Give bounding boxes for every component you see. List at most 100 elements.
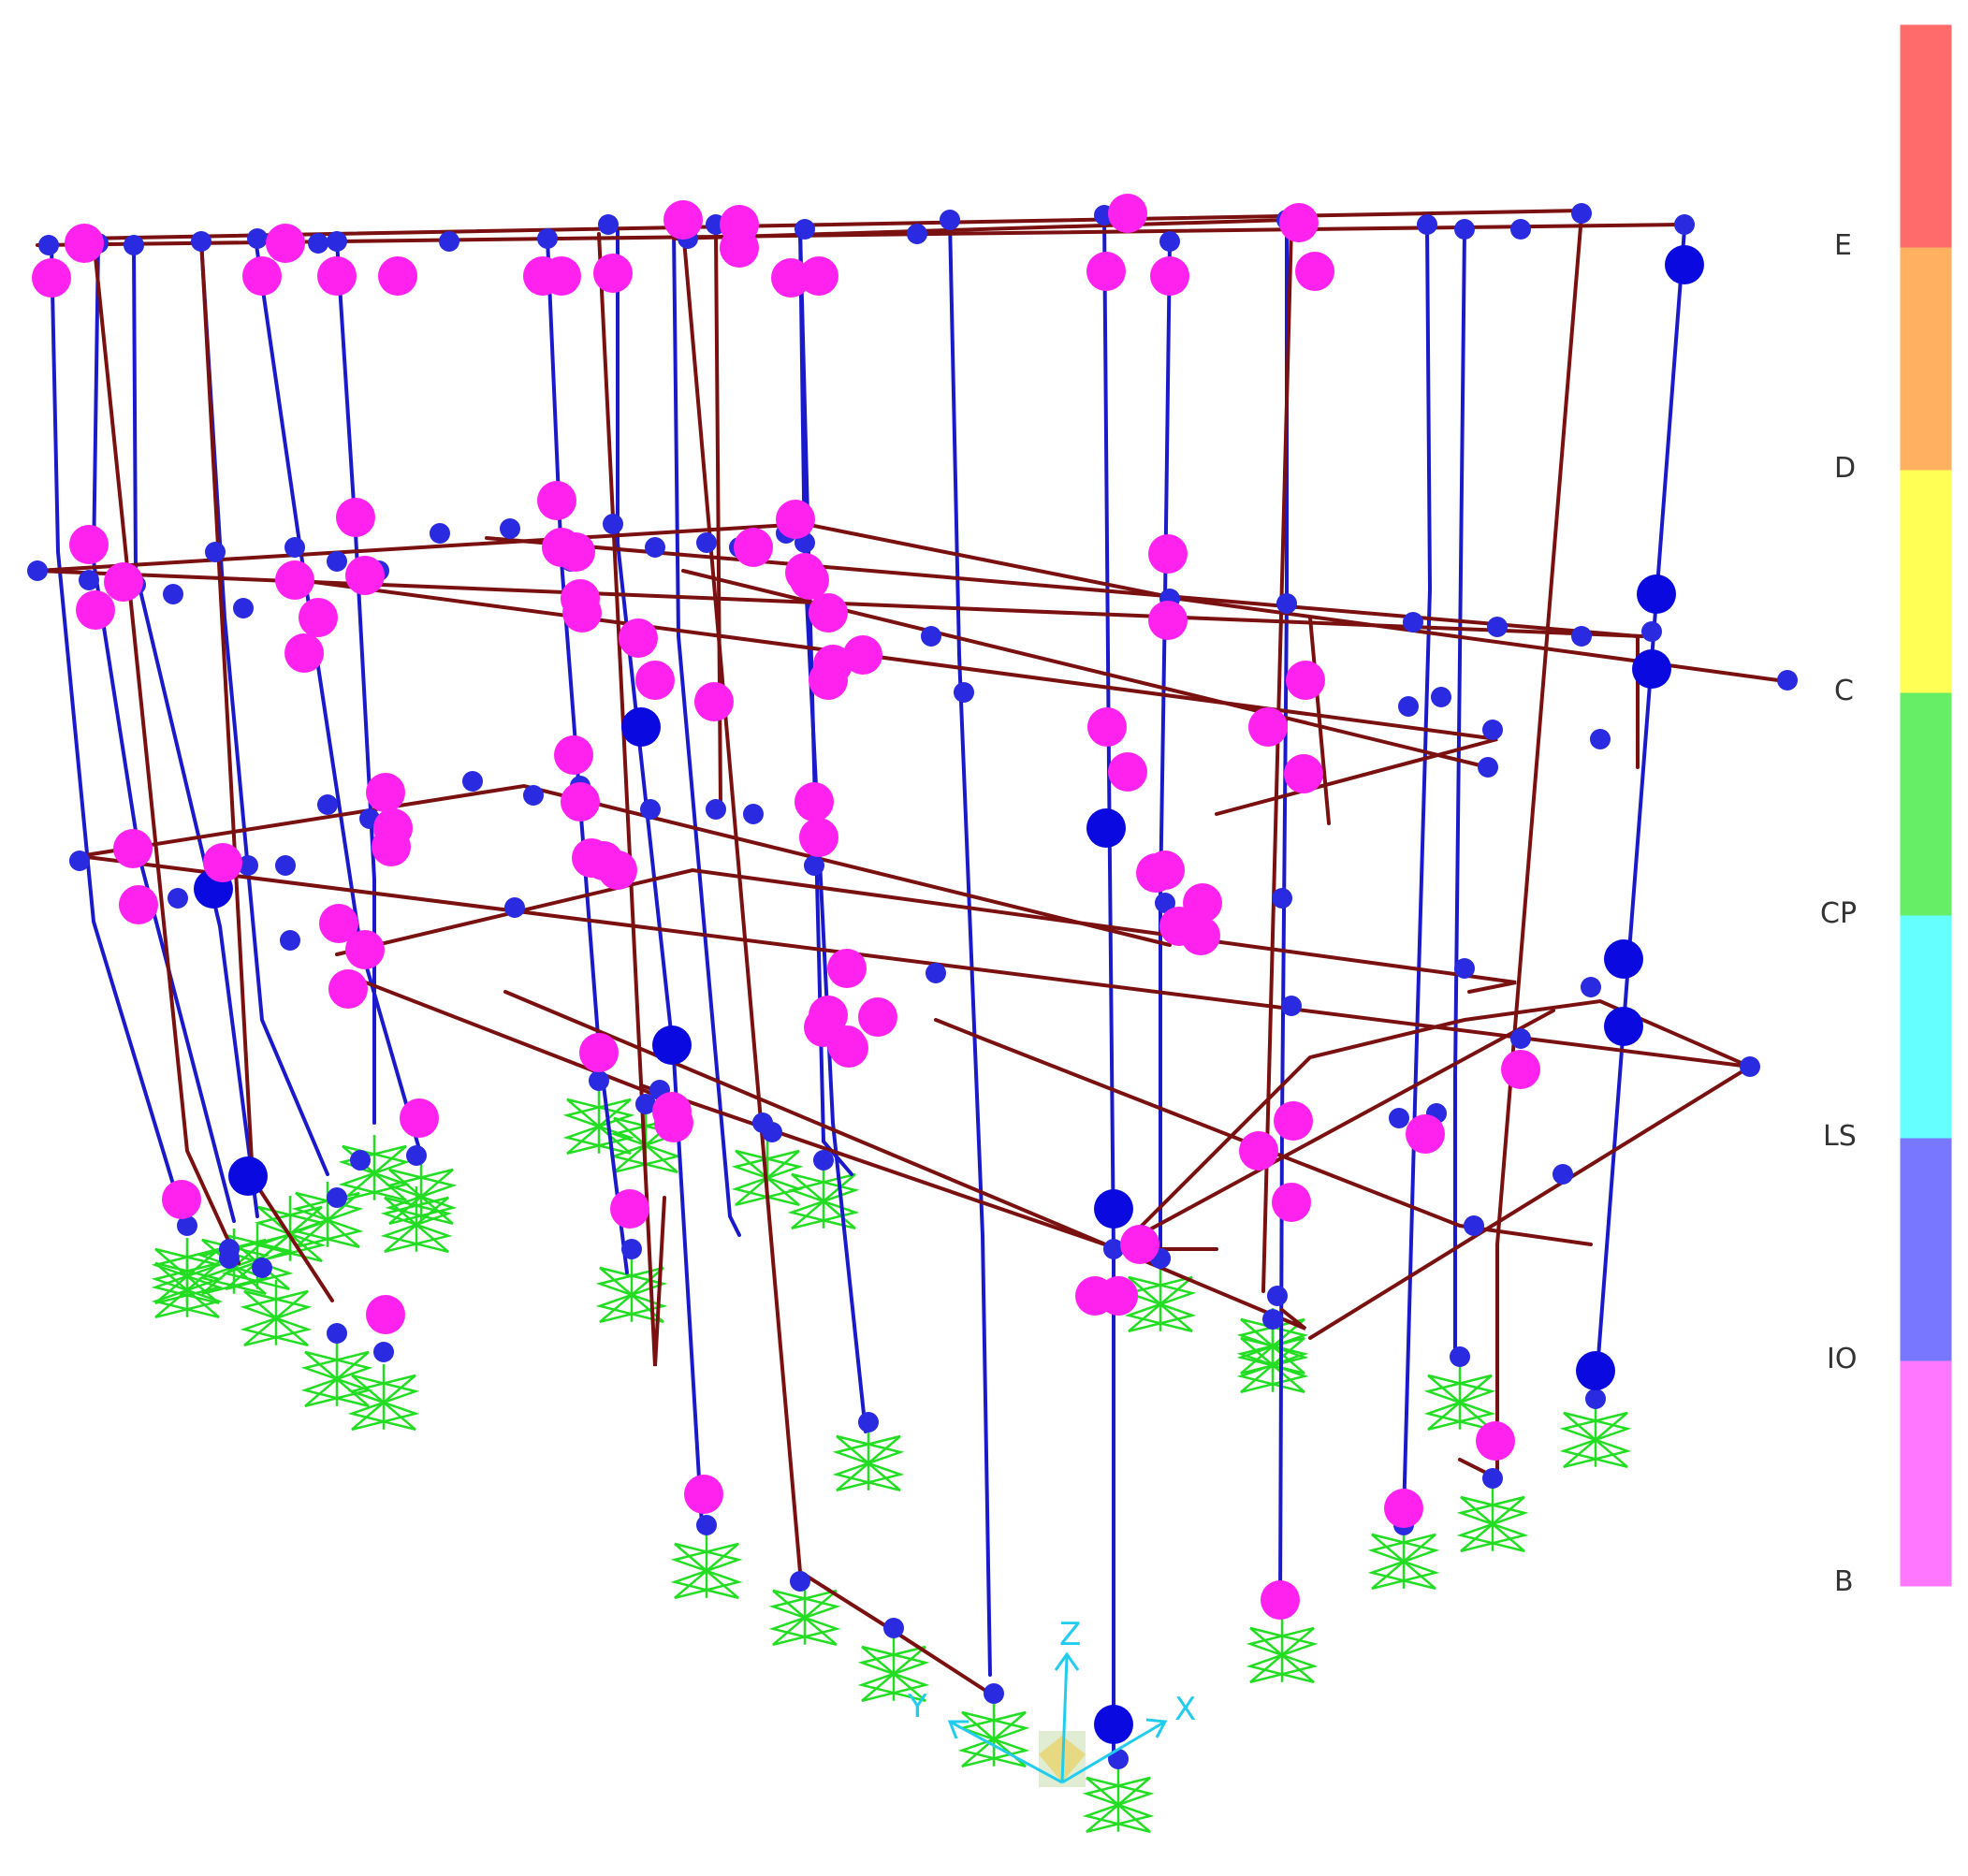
- joint-node: [858, 1412, 879, 1432]
- hinge-b-marker: [1248, 707, 1288, 747]
- hinge-io-marker: [1632, 649, 1671, 689]
- joint-node: [621, 1239, 642, 1259]
- joint-node: [1103, 1239, 1124, 1259]
- hinge-b-marker: [610, 1189, 649, 1229]
- joint-node: [500, 518, 520, 539]
- joint-node: [327, 1323, 347, 1344]
- hinge-b-marker: [76, 590, 115, 630]
- hinge-b-marker: [242, 256, 282, 296]
- hinge-b-marker: [162, 1180, 201, 1219]
- joint-node: [1262, 1309, 1283, 1330]
- hinge-b-marker: [104, 562, 143, 602]
- joint-node: [163, 584, 183, 604]
- hinge-b-marker: [1406, 1114, 1445, 1154]
- joint-node: [1403, 612, 1423, 633]
- hinge-b-marker: [345, 556, 385, 595]
- hinge-b-marker: [1384, 1489, 1423, 1528]
- joint-node: [219, 1239, 240, 1259]
- hinge-b-marker: [804, 1008, 843, 1047]
- joint-node: [1478, 757, 1498, 778]
- joint-node: [794, 219, 815, 240]
- joint-node: [1281, 996, 1302, 1016]
- joint-node: [462, 771, 483, 792]
- hinge-b-marker: [1148, 534, 1188, 574]
- hinge-b-marker: [372, 827, 411, 866]
- joint-node: [233, 598, 254, 618]
- joint-node: [523, 785, 544, 806]
- hinge-b-marker: [598, 851, 637, 890]
- hinge-b-marker: [328, 969, 368, 1009]
- joint-node: [1487, 617, 1508, 637]
- joint-node: [238, 855, 258, 876]
- hinge-b-marker: [684, 1475, 723, 1514]
- hinge-b-marker: [1501, 1050, 1540, 1089]
- fixed-support-icon: [857, 1636, 930, 1703]
- hinge-b-marker: [275, 560, 314, 600]
- legend-label-B: B: [1834, 1565, 1854, 1598]
- hinge-io-marker: [621, 707, 661, 747]
- joint-node: [504, 897, 525, 918]
- joint-node: [1641, 621, 1662, 642]
- joint-node: [124, 235, 144, 255]
- fixed-support-icon: [385, 1158, 458, 1226]
- legend-label-E: E: [1834, 229, 1852, 262]
- hinge-b-marker: [827, 949, 867, 988]
- joint-node: [804, 855, 824, 876]
- hinge-io-marker: [1094, 1189, 1133, 1229]
- joint-node: [790, 1571, 810, 1592]
- hinge-b-marker: [1261, 1580, 1300, 1620]
- hinge-b-marker: [1108, 194, 1147, 233]
- joint-node: [69, 851, 90, 871]
- hinge-b-marker: [619, 618, 658, 658]
- hinge-b-marker: [843, 635, 882, 675]
- axis-y-label: Y: [907, 1688, 927, 1725]
- hinge-b-marker: [1108, 752, 1147, 792]
- joint-node: [247, 228, 268, 249]
- joint-node: [1450, 1346, 1470, 1367]
- joint-node: [1417, 214, 1437, 235]
- joint-node: [1155, 893, 1175, 913]
- joint-node: [1276, 593, 1297, 614]
- hinge-b-marker: [319, 904, 358, 943]
- hinge-b-marker: [858, 997, 897, 1037]
- legend-swatch-c: [1900, 470, 1952, 696]
- hinge-b-marker: [65, 224, 104, 263]
- hinge-b-marker: [266, 224, 305, 263]
- hinge-b-marker: [554, 735, 593, 775]
- hinge-b-marker: [1239, 1131, 1278, 1171]
- joint-node: [1740, 1056, 1760, 1077]
- joint-node: [191, 231, 211, 252]
- supports-layer: [151, 1088, 1632, 1834]
- hinge-b-marker: [284, 633, 324, 673]
- joint-node: [598, 214, 619, 235]
- hinge-io-marker: [1637, 574, 1676, 614]
- hinge-b-marker: [593, 254, 633, 293]
- hinge-b-marker: [694, 682, 734, 721]
- hinge-b-marker: [771, 258, 810, 298]
- joint-node: [168, 888, 188, 909]
- hinge-b-marker: [1279, 203, 1319, 242]
- joint-node: [603, 514, 623, 534]
- joint-node: [1464, 1215, 1484, 1236]
- hinge-io-marker: [1604, 1007, 1643, 1046]
- hinge-b-marker: [1136, 853, 1175, 893]
- legend-label-C: C: [1834, 675, 1854, 707]
- joint-node: [317, 794, 338, 815]
- joint-node: [327, 551, 347, 572]
- joint-node: [1267, 1286, 1288, 1306]
- hinge-b-marker: [556, 532, 595, 572]
- joint-node: [430, 523, 450, 544]
- joint-node: [1272, 888, 1292, 909]
- joint-node: [926, 963, 946, 983]
- joint-node: [373, 1342, 394, 1362]
- joint-node: [589, 1070, 609, 1091]
- joint-node: [813, 1150, 834, 1171]
- hinge-b-marker: [562, 593, 602, 633]
- hinge-b-marker: [542, 256, 581, 296]
- joint-node: [177, 1215, 197, 1236]
- legend-label-IO: IO: [1827, 1343, 1857, 1375]
- hinge-b-marker: [1272, 1183, 1311, 1222]
- joint-node: [284, 537, 305, 558]
